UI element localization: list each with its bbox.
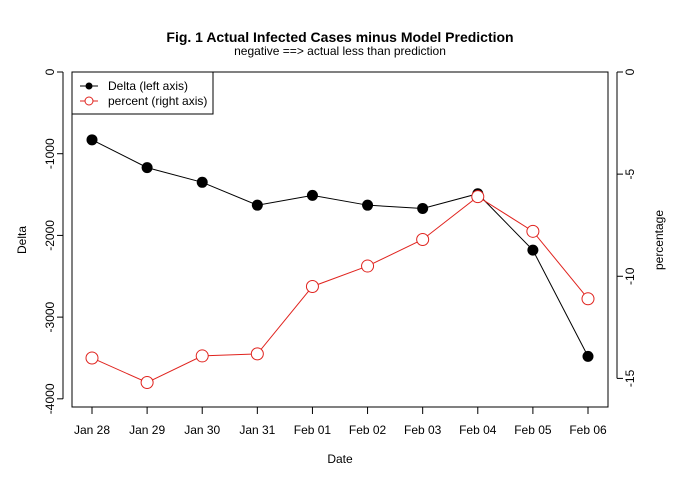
plot-frame	[71, 71, 609, 408]
legend-label-delta: Delta (left axis)	[108, 79, 188, 93]
left-tick-label: -3000	[43, 301, 57, 332]
x-tick-label: Feb 02	[349, 423, 387, 437]
right-tick-label: -10	[623, 267, 637, 285]
delta-point	[86, 134, 98, 146]
delta-point	[196, 176, 208, 188]
x-tick-label: Jan 30	[184, 423, 220, 437]
right-tick-label: 0	[623, 68, 637, 75]
legend-marker-delta	[85, 82, 93, 90]
x-axis-title: Date	[327, 452, 353, 466]
percent-point	[471, 190, 485, 204]
left-tick-label: -2000	[43, 220, 57, 251]
percent-point	[140, 375, 154, 389]
delta-point	[306, 189, 318, 201]
x-tick-label: Jan 28	[74, 423, 110, 437]
delta-point	[251, 199, 263, 211]
series-layer	[85, 134, 595, 389]
x-tick-label: Feb 01	[294, 423, 332, 437]
x-tick-label: Feb 06	[569, 423, 607, 437]
legend-box	[71, 71, 214, 115]
x-tick-label: Jan 29	[129, 423, 165, 437]
right-tick-label: -15	[623, 369, 637, 387]
delta-point	[527, 244, 539, 256]
percent-point	[305, 279, 319, 293]
x-tick-label: Feb 05	[514, 423, 552, 437]
chart-subtitle: negative ==> actual less than prediction	[234, 44, 446, 58]
delta-line	[91, 139, 589, 357]
left-tick-label: -4000	[43, 383, 57, 414]
percent-point	[581, 292, 595, 306]
right-tick-label: -5	[623, 168, 637, 179]
percent-point	[416, 233, 430, 246]
y-axis-title: Delta	[15, 226, 29, 254]
percent-point	[85, 351, 99, 365]
legend: Delta (left axis) percent (right axis)	[71, 71, 214, 115]
bottom-axis: Jan 28 Jan 29 Jan 30 Jan 31 Feb 01 Feb 02 Feb …	[74, 406, 607, 437]
x-tick-label: Feb 03	[404, 423, 442, 437]
legend-label-percent: percent (right axis)	[108, 94, 207, 108]
legend-marker-percent	[84, 96, 94, 106]
right-axis: 0 -5 -10 -15	[616, 68, 637, 387]
delta-point	[141, 162, 153, 174]
left-axis: 0 -1000 -2000 -3000 -4000	[43, 68, 64, 414]
percent-point	[250, 347, 264, 361]
percent-point	[195, 349, 209, 363]
x-tick-label: Feb 04	[459, 423, 497, 437]
percent-point	[361, 259, 375, 273]
chart-title: Fig. 1 Actual Infected Cases minus Model…	[166, 29, 513, 45]
left-tick-label: 0	[43, 68, 57, 75]
delta-point	[582, 350, 594, 362]
percent-line	[91, 195, 589, 384]
left-tick-label: -1000	[43, 138, 57, 169]
delta-point	[417, 202, 429, 214]
delta-point	[362, 199, 374, 211]
percent-point	[526, 224, 540, 238]
x-tick-label: Jan 31	[239, 423, 275, 437]
y2-axis-title: percentage	[652, 210, 666, 270]
